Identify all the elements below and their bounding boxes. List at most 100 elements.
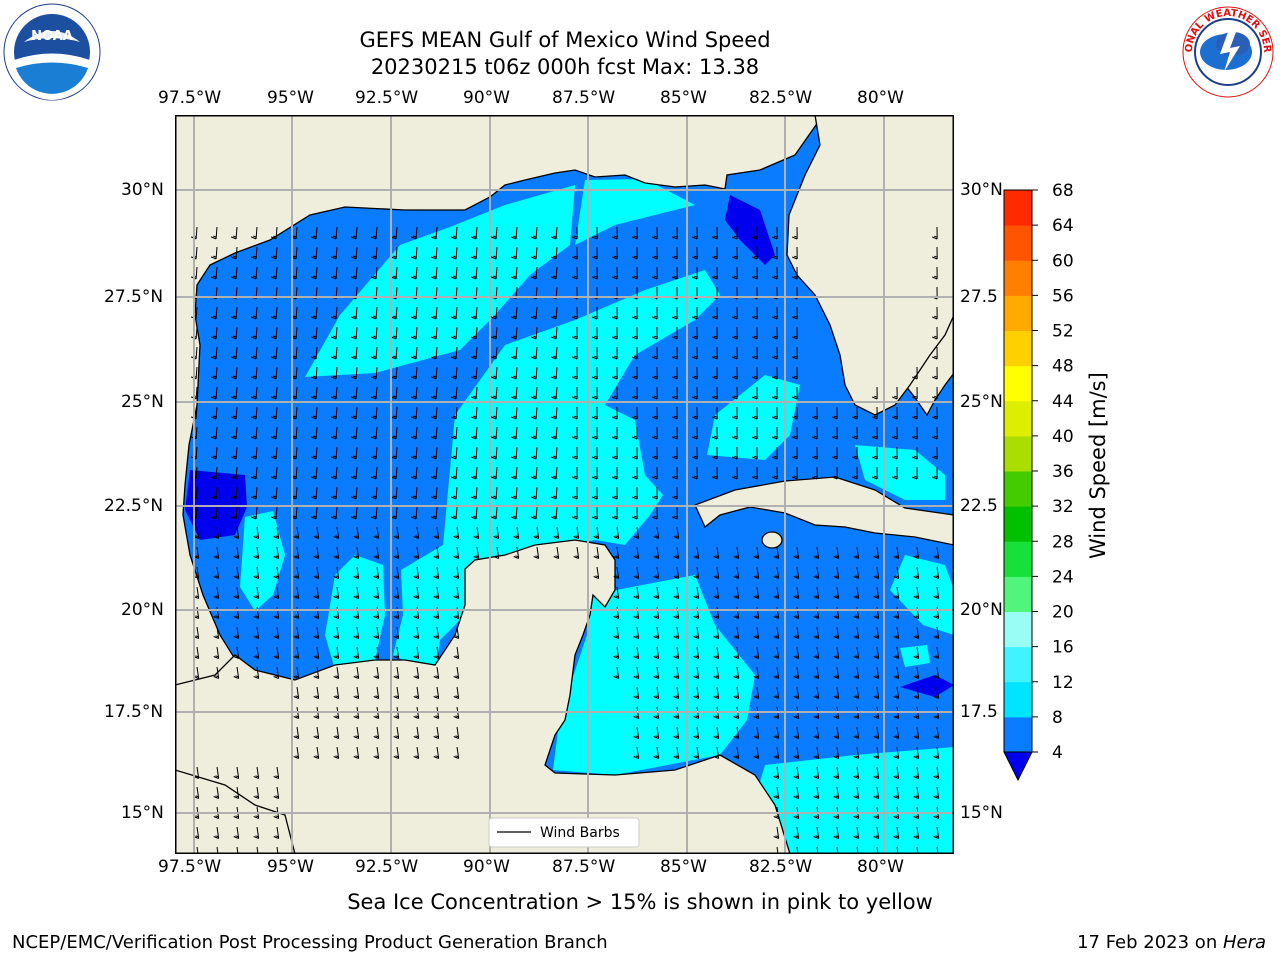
wind-barb (673, 646, 680, 659)
wind-barb (233, 566, 240, 579)
wind-barb (692, 306, 698, 320)
wind-barb (653, 606, 660, 619)
wind-barb (813, 546, 820, 559)
wind-barb (370, 306, 378, 320)
wind-barb (310, 406, 318, 420)
wind-barb (413, 546, 420, 559)
wind-barb (433, 686, 440, 699)
wind-barb (370, 366, 378, 380)
wind-barb (230, 486, 238, 500)
wind-barb (250, 326, 258, 340)
wind-barb (733, 646, 740, 659)
wind-barb (370, 506, 378, 520)
wind-barb (933, 666, 940, 679)
wind-barb (872, 426, 878, 440)
colorbar-segment (1004, 506, 1032, 542)
legend-label: Wind Barbs (540, 825, 620, 841)
colorbar-tick-label: 36 (1052, 462, 1074, 482)
wind-barb (693, 566, 700, 579)
wind-barb (313, 666, 320, 679)
wind-barb (733, 666, 740, 679)
wind-barb (592, 366, 598, 380)
wind-barb (632, 346, 638, 360)
wind-barb (233, 646, 240, 659)
wind-barb (310, 326, 318, 340)
colorbar-tick-label: 68 (1052, 181, 1074, 201)
lon-label-top: 80°W (857, 88, 904, 108)
wind-barb (692, 346, 698, 360)
wind-barb (632, 226, 638, 240)
wind-barb (433, 586, 440, 599)
wind-barb (572, 406, 578, 420)
wind-barb (470, 366, 478, 380)
wind-barb (353, 526, 360, 539)
wind-barb (873, 646, 880, 659)
wind-barb (592, 306, 598, 320)
wind-barb (393, 606, 400, 619)
wind-barb (470, 326, 478, 340)
wind-barb (430, 306, 438, 320)
wind-barb (410, 426, 418, 440)
wind-barb (350, 426, 358, 440)
wind-barb (470, 246, 478, 260)
wind-barb (772, 306, 778, 320)
lat-label-left: 27.5°N (104, 287, 164, 307)
wind-barb (592, 346, 598, 360)
wind-barb (672, 366, 678, 380)
lat-label-right: 15°N (960, 803, 1003, 823)
wind-barb (752, 326, 758, 340)
wind-barb (712, 266, 718, 280)
wind-barb (753, 586, 760, 599)
wind-barb (330, 426, 338, 440)
wind-barb (732, 366, 738, 380)
wind-barb (550, 346, 558, 360)
wind-barb (592, 386, 598, 400)
wind-barb (270, 266, 278, 280)
wind-barb (270, 466, 278, 480)
colorbar-segment (1004, 190, 1032, 226)
wind-barb (833, 586, 840, 599)
wind-barb (592, 266, 598, 280)
wind-barb (253, 606, 260, 619)
wind-barb (653, 746, 660, 759)
wind-barb (933, 686, 940, 699)
wind-barb (450, 226, 458, 240)
wind-barb (853, 666, 860, 679)
wind-barb (572, 226, 578, 240)
wind-barb (832, 446, 838, 460)
lat-label-right: 22.5 (960, 496, 998, 516)
wind-barb (310, 446, 318, 460)
wind-barb (413, 646, 420, 659)
wind-barb (833, 626, 840, 639)
wind-barb (612, 326, 618, 340)
wind-barb (652, 386, 658, 400)
wind-barb (752, 406, 758, 420)
wind-barb (633, 566, 640, 579)
wind-barb (470, 466, 478, 480)
wind-barb (693, 686, 700, 699)
wind-barb (713, 686, 720, 699)
wind-barb (833, 666, 840, 679)
wind-barb (293, 646, 300, 659)
wind-barb (732, 346, 738, 360)
lat-label-left: 22.5°N (104, 496, 164, 516)
wind-barb (632, 486, 638, 500)
wind-barb (370, 246, 378, 260)
wind-barb (270, 346, 278, 360)
wind-barb (633, 606, 640, 619)
colorbar-segment (1004, 295, 1032, 331)
wind-barb (333, 626, 340, 639)
colorbar-segment (1004, 225, 1032, 261)
wind-barb (230, 366, 238, 380)
wind-barb (333, 526, 340, 539)
lat-label-left: 25°N (121, 392, 164, 412)
wind-barb (573, 546, 580, 559)
lat-label-left: 17.5°N (104, 702, 164, 722)
wind-barb (330, 366, 338, 380)
wind-barb (853, 726, 860, 739)
wind-barb (490, 506, 498, 520)
wind-barb (410, 486, 418, 500)
wind-barb (450, 486, 458, 500)
wind-barb (553, 546, 560, 559)
lat-label-left: 15°N (121, 803, 164, 823)
